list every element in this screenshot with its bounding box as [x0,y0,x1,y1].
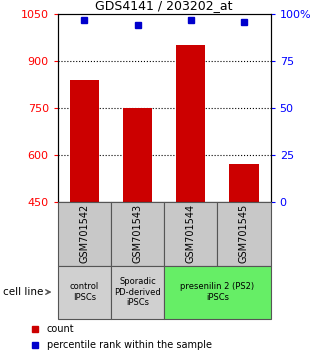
Bar [176,45,205,202]
Bar [164,266,271,319]
Text: GSM701544: GSM701544 [186,204,196,263]
Text: GSM701543: GSM701543 [133,204,143,263]
Bar [229,164,259,202]
Text: cell line: cell line [3,287,44,297]
Bar [58,266,111,319]
Text: Sporadic
PD-derived
iPSCs: Sporadic PD-derived iPSCs [114,277,161,307]
Text: control
IPSCs: control IPSCs [70,282,99,302]
Bar [111,266,164,319]
Text: GSM701542: GSM701542 [79,204,89,263]
Bar [217,202,271,266]
Text: GSM701545: GSM701545 [239,204,249,263]
Text: count: count [47,324,75,334]
Bar [58,202,111,266]
Bar [123,108,152,202]
Bar [164,202,217,266]
Title: GDS4141 / 203202_at: GDS4141 / 203202_at [95,0,233,12]
Text: percentile rank within the sample: percentile rank within the sample [47,340,212,350]
Bar [70,80,99,202]
Bar [111,202,164,266]
Text: presenilin 2 (PS2)
iPSCs: presenilin 2 (PS2) iPSCs [180,282,254,302]
